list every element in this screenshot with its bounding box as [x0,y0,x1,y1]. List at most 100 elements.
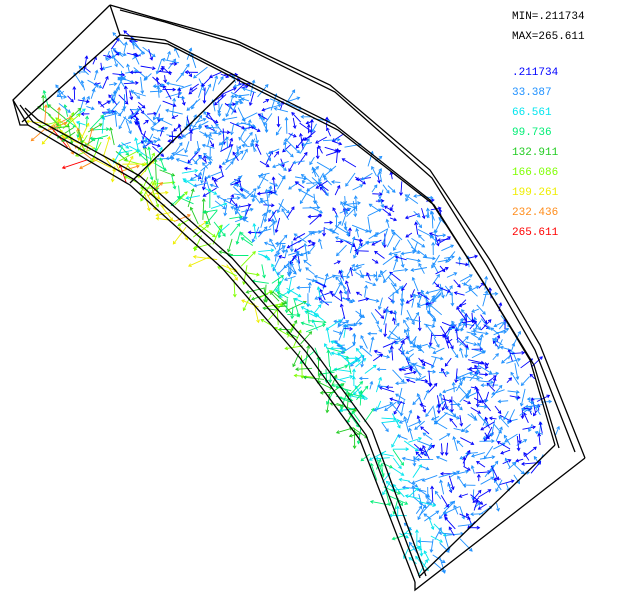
vector-arrow [365,408,374,421]
vector-arrow [308,245,315,253]
vector-arrow [38,107,51,116]
vector-arrow [469,368,481,369]
vector-arrow [162,59,179,62]
plot: MIN=.211734 MAX=265.611 .21173433.38766.… [0,0,617,597]
vector-arrow [160,170,175,176]
vector-arrow [392,346,393,360]
vector-arrow [394,240,400,250]
vector-arrow [365,365,376,373]
vector-arrow [300,134,303,150]
vector-arrow [454,280,460,287]
vector-arrow [329,366,348,372]
vector-arrow [308,321,326,323]
vector-arrow [505,434,518,442]
vector-arrow [335,283,342,296]
vector-arrow [260,161,269,166]
vector-arrow [429,517,434,530]
vector-arrow [439,434,450,440]
vector-arrow [382,209,390,215]
vector-arrow [384,273,392,282]
legend: .21173433.38766.56199.736132.911166.0861… [512,67,559,239]
vector-arrow [477,462,485,468]
max-label: MAX=265.611 [512,31,585,43]
vector-arrow [422,475,437,480]
vector-arrow [215,201,225,209]
geometry-outline [13,5,585,590]
vector-arrow [317,147,318,158]
vector-arrow [239,137,247,145]
vector-arrow [166,110,183,114]
vector-arrow [381,418,396,419]
vector-arrow [88,80,102,87]
vector-arrow [241,252,255,267]
vector-arrow [435,421,448,428]
legend-entry: .211734 [512,67,559,79]
vector-arrow [396,383,407,384]
vector-arrow [334,222,341,231]
vector-arrow [433,275,440,285]
vector-arrow [88,124,102,132]
vector-arrow [182,170,198,173]
vector-arrow [368,209,381,215]
vector-arrow [156,218,176,221]
vector-arrow [483,291,487,306]
vector-arrow [289,261,290,276]
vector-arrow [336,237,352,243]
vector-arrow [460,275,472,281]
vector-arrow [481,477,494,484]
vector-arrow [295,299,311,306]
vector-arrow [404,320,410,329]
vector-arrow [201,162,211,171]
vector-arrow [287,299,288,313]
vector-arrow [45,105,46,123]
legend-entry: 199.261 [512,187,559,199]
vector-arrow [175,192,187,205]
vector-arrow [156,212,173,215]
vector-arrow [429,304,441,314]
vector-arrow [513,352,519,367]
vector-arrow [390,287,402,297]
vector-arrow [458,476,466,487]
vector-arrow [342,159,356,167]
vector-arrow [369,204,380,211]
vector-arrow [298,153,307,165]
vector-arrow [352,225,368,232]
vector-arrow [445,358,451,366]
vector-arrow [217,196,227,202]
vector-arrow [373,354,382,360]
vector-arrow [205,84,210,95]
vector-arrow [81,123,89,139]
vector-arrow [368,217,371,233]
vector-arrow [383,254,397,264]
vector-arrow [460,539,472,551]
vector-arrow [264,113,272,124]
vector-arrow [419,316,420,330]
vector-arrow [419,235,425,241]
vector-arrow [287,240,301,247]
vector-arrow [317,162,332,171]
vector-arrow [413,465,421,478]
vector-arrow [346,173,355,186]
vector-arrow [292,113,301,123]
vector-arrow [462,424,471,431]
vector-arrow [349,413,359,427]
vector-arrow [141,66,155,68]
legend-entry: 99.736 [512,127,552,139]
vector-arrow [326,151,340,156]
vector-arrow [278,278,279,298]
vector-arrow [305,131,316,140]
vector-arrow [393,450,403,465]
vector-arrow [285,149,293,157]
vector-arrow [323,140,340,141]
vector-arrow [521,376,529,385]
vector-arrow [450,419,457,428]
vector-arrow [521,389,525,406]
vector-arrow [471,408,481,414]
vector-arrow [354,316,363,326]
vector-arrow [337,245,347,256]
vector-arrow [278,264,289,275]
legend-entry: 166.086 [512,167,558,179]
legend-entry: 265.611 [512,227,559,239]
vector-arrow [362,173,373,179]
vector-arrow [172,99,174,116]
